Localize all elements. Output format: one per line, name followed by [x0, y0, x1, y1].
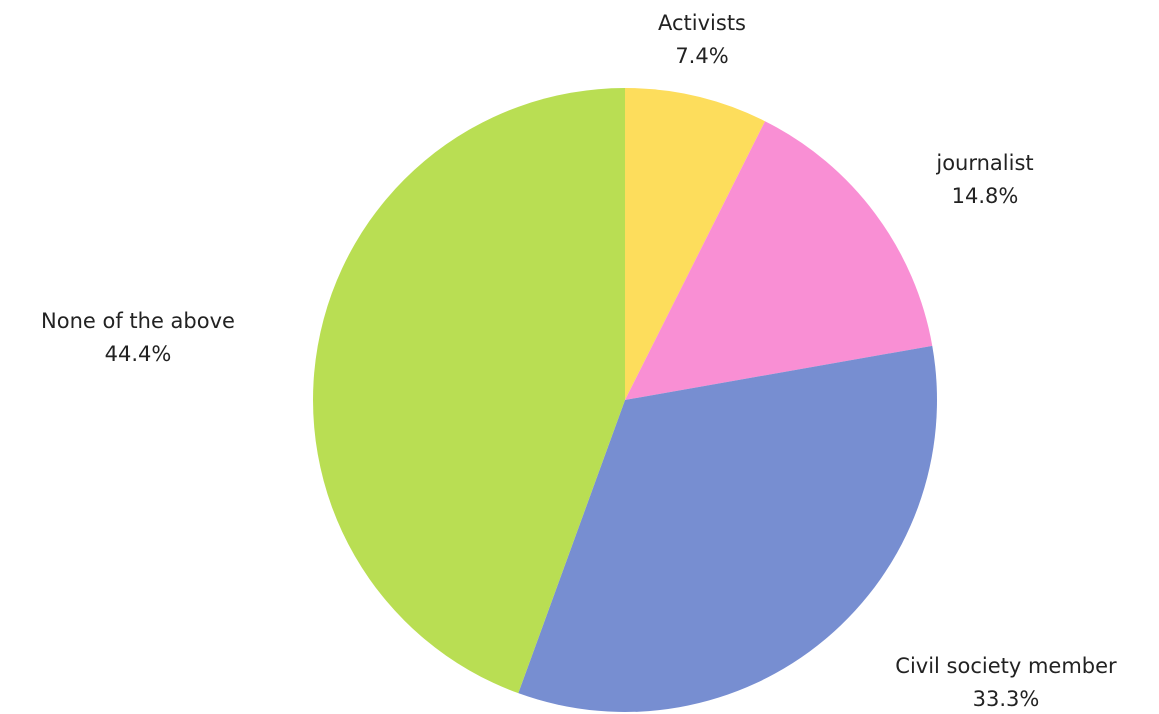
- slice-label-value: 14.8%: [952, 184, 1019, 208]
- slice-label-value: 33.3%: [973, 687, 1040, 711]
- pie-labels: Activists 7.4% journalist 14.8% Civil societ…: [41, 11, 1117, 711]
- slice-label-name: Activists: [658, 11, 746, 35]
- pie-slice-none-of-the-above: [313, 88, 625, 694]
- slice-label-name: None of the above: [41, 309, 235, 333]
- slice-label-name: Civil society member: [895, 654, 1117, 678]
- pie-slice-activists: [625, 88, 766, 400]
- pie-slice-civil-society-member: [518, 345, 937, 712]
- pie-slice-journalist: [625, 121, 933, 400]
- slice-label-value: 44.4%: [105, 342, 172, 366]
- slice-label-value: 7.4%: [675, 44, 728, 68]
- slice-label-name: journalist: [935, 151, 1033, 175]
- pie-slices: [313, 88, 937, 712]
